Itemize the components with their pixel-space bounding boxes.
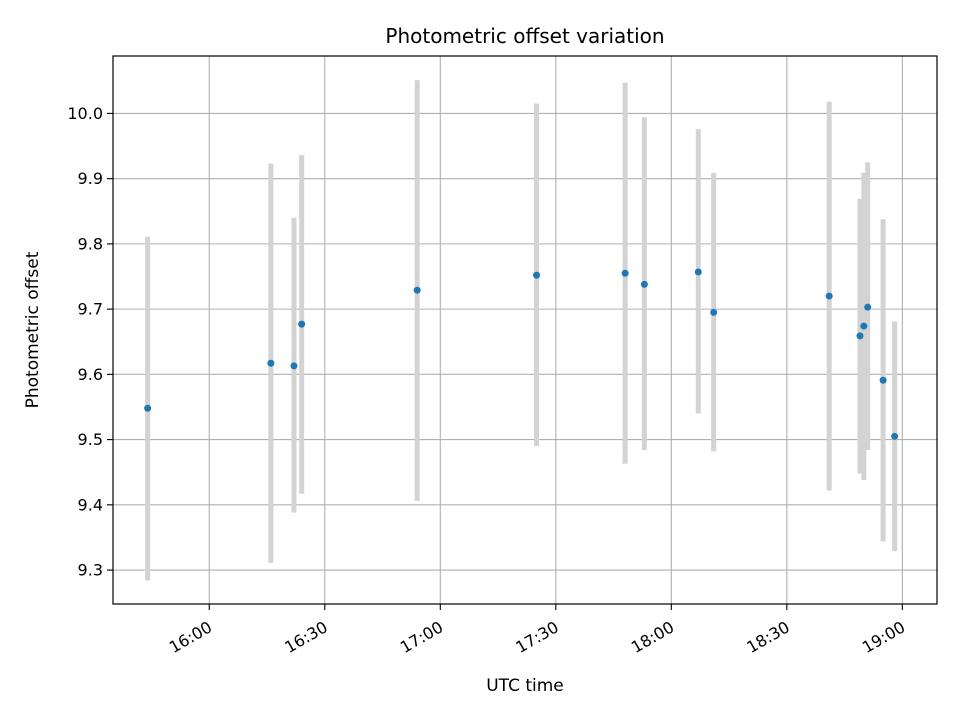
data-point bbox=[860, 322, 868, 330]
data-point bbox=[290, 362, 298, 370]
data-point bbox=[144, 404, 152, 412]
data-point bbox=[891, 432, 899, 440]
data-point bbox=[864, 303, 872, 311]
y-axis-label: Photometric offset bbox=[23, 251, 43, 408]
data-point bbox=[621, 269, 629, 277]
data-point bbox=[267, 359, 275, 367]
data-points bbox=[144, 268, 899, 440]
data-point bbox=[533, 271, 541, 279]
chart-title: Photometric offset variation bbox=[385, 24, 664, 48]
y-tick-label: 9.7 bbox=[78, 300, 103, 319]
y-tick-label: 9.6 bbox=[78, 365, 103, 384]
y-tick-label: 9.9 bbox=[78, 169, 103, 188]
y-tick-label: 10.0 bbox=[67, 104, 103, 123]
data-point bbox=[640, 280, 648, 288]
data-point bbox=[694, 268, 702, 276]
data-point bbox=[825, 292, 833, 300]
y-tick-label: 9.8 bbox=[78, 234, 103, 253]
y-tick-label: 9.5 bbox=[78, 430, 103, 449]
data-point bbox=[710, 308, 718, 316]
y-tick-label: 9.3 bbox=[78, 561, 103, 580]
plot-frame bbox=[112, 55, 938, 605]
x-axis-label: UTC time bbox=[486, 676, 564, 696]
data-point bbox=[298, 320, 306, 328]
data-point bbox=[413, 286, 421, 294]
data-point bbox=[879, 376, 887, 384]
data-point bbox=[856, 332, 864, 340]
y-tick-label: 9.4 bbox=[78, 495, 103, 514]
y-axis: 9.3 9.4 9.5 9.6 9.7 9.8 9.9 10.0 bbox=[67, 104, 113, 580]
grid bbox=[113, 56, 937, 604]
